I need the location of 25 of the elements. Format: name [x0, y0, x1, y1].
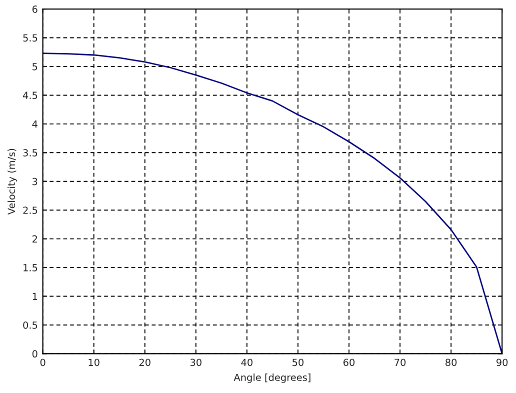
y-tick-label: 1.5 — [24, 264, 38, 272]
x-tick-label: 70 — [394, 358, 406, 366]
x-tick-label: 40 — [241, 358, 252, 366]
y-tick-label: 5 — [32, 63, 38, 70]
y-tick-label: 5.5 — [23, 34, 38, 42]
y-tick-label: 4.5 — [22, 92, 38, 100]
y-tick-label: 2.5 — [23, 206, 38, 214]
x-tick-label: 10 — [88, 358, 100, 366]
y-tick-label: 4 — [32, 120, 38, 128]
x-tick-label: 0 — [40, 358, 46, 366]
x-tick-label: 20 — [139, 358, 150, 366]
x-tick-label: 30 — [190, 358, 202, 366]
x-tick-label: 50 — [292, 358, 304, 366]
y-tick-label: 0.5 — [23, 321, 38, 329]
x-axis-title: Angle [degrees] — [234, 374, 310, 383]
y-axis-title: Velocity (m/s) — [8, 148, 17, 215]
x-tick-label: 60 — [343, 358, 355, 366]
y-tick-label: 3 — [32, 178, 38, 186]
x-tick-label: 90 — [496, 358, 508, 366]
y-tick-label: 3.5 — [23, 149, 38, 156]
y-tick-label: 2 — [32, 235, 37, 243]
y-tick-label: 1 — [32, 292, 38, 300]
y-tick-label: 6 — [32, 6, 38, 13]
y-tick-label: 0 — [32, 350, 38, 358]
x-tick-label: 80 — [446, 358, 457, 366]
